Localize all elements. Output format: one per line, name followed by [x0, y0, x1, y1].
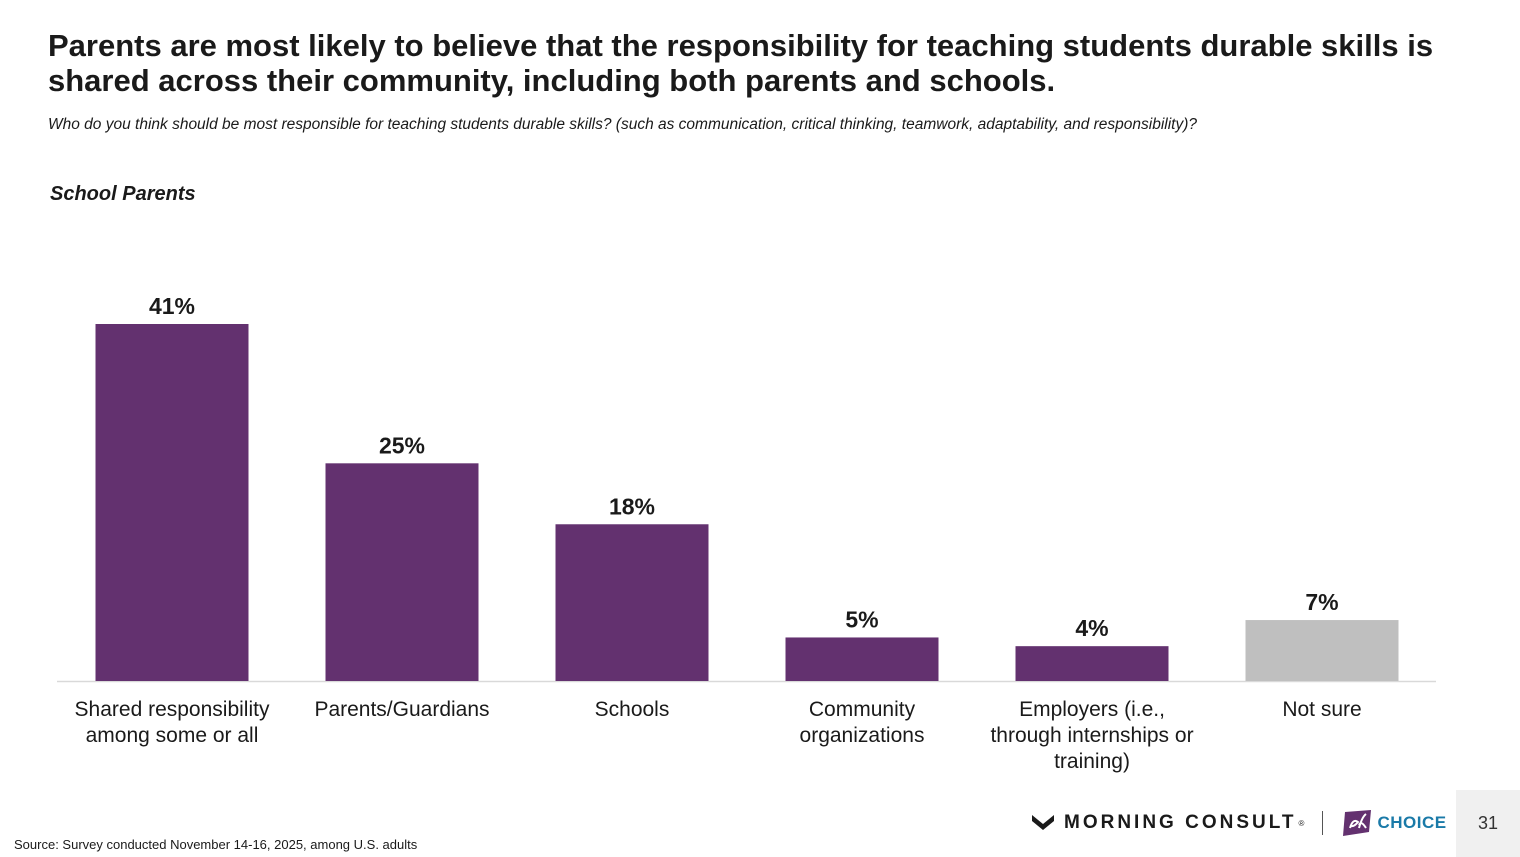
category-label-line: Shared responsibility — [74, 698, 270, 721]
category-label-line: Schools — [594, 698, 670, 721]
bar-1 — [95, 324, 249, 681]
bar-2 — [325, 463, 479, 681]
category-label-line: Employers (i.e., — [1019, 698, 1165, 721]
category-label-4: Community organizations — [742, 697, 982, 749]
segment-label: School Parents — [50, 183, 196, 205]
data-label-1: 41% — [149, 293, 195, 319]
bar-4 — [785, 637, 939, 681]
data-label-4: 5% — [845, 606, 878, 632]
question-subtitle: Who do you think should be most responsi… — [48, 116, 1198, 133]
edchoice-logo-text: CHOICE — [1377, 813, 1447, 832]
data-label-5: 4% — [1075, 615, 1108, 641]
category-label-2: Parents/Guardians — [282, 697, 522, 723]
source-note: Source: Survey conducted November 14-16,… — [14, 837, 418, 852]
logo-area: MORNING CONSULT ® CHOICE — [1030, 806, 1447, 840]
data-label-3: 18% — [609, 493, 655, 519]
bar-5 — [1015, 646, 1169, 681]
category-label-line: Community — [808, 698, 916, 721]
category-label-line: training) — [1054, 750, 1130, 773]
data-label-6: 7% — [1305, 589, 1338, 615]
category-label-line: among some or all — [85, 724, 259, 747]
category-label-line: Not sure — [1282, 698, 1362, 721]
category-label-line: Parents/Guardians — [314, 698, 490, 721]
category-label-1: Shared responsibility among some or all — [52, 697, 292, 749]
category-label-6: Not sure — [1202, 697, 1442, 723]
page-number: 31 — [1456, 790, 1520, 857]
category-label-5: Employers (i.e., through internships or tr… — [972, 697, 1212, 775]
bar-3 — [555, 524, 709, 681]
page-title: Parents are most likely to believe that … — [48, 28, 1434, 98]
logo-divider — [1322, 811, 1324, 835]
bar-chart: 41% 25% 18% 5% 4% 7% — [57, 293, 1436, 683]
bar-6 — [1245, 620, 1399, 681]
edchoice-logo-icon — [1343, 810, 1372, 836]
morning-consult-logo-text: MORNING CONSULT — [1064, 812, 1297, 833]
registered-mark: ® — [1298, 818, 1305, 828]
category-label-line: through internships or — [990, 724, 1194, 747]
data-label-2: 25% — [379, 432, 425, 458]
morning-consult-logo-icon — [1032, 815, 1054, 830]
category-label-3: Schools — [512, 697, 752, 723]
category-label-line: organizations — [799, 724, 925, 747]
